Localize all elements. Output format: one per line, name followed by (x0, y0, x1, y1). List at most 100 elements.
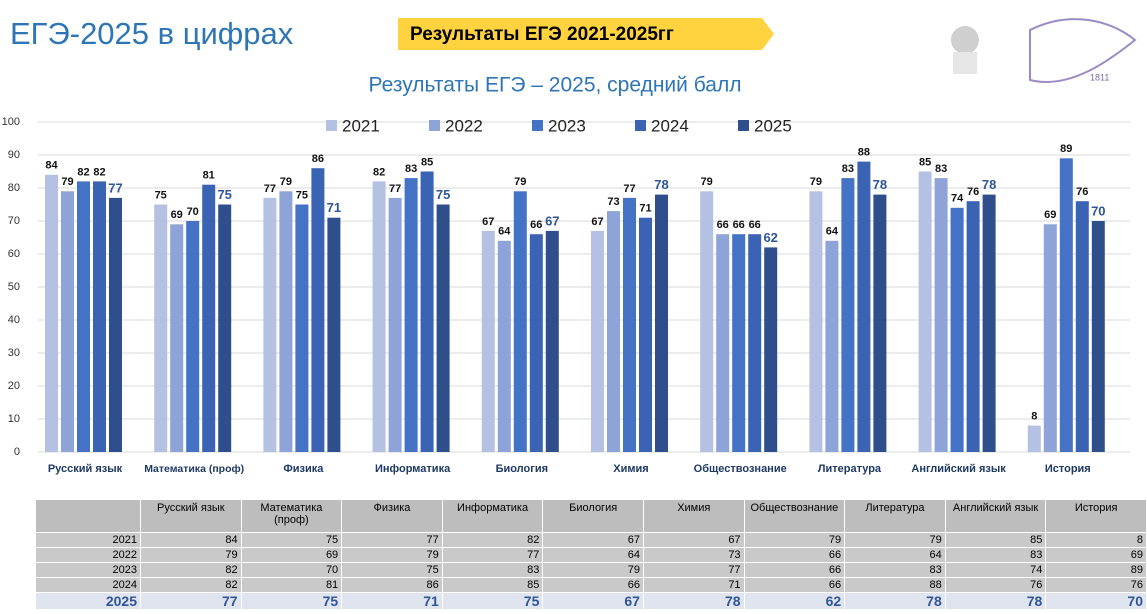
bar (388, 197, 402, 452)
value-label: 67 (591, 216, 603, 228)
table-header-cell: Литература (845, 500, 945, 532)
bar (202, 184, 216, 452)
table-header-cell: Русский язык (141, 500, 241, 532)
bar (481, 230, 495, 452)
bar (607, 211, 620, 452)
bar (825, 240, 839, 452)
table-header-cell: Обществознание (744, 500, 845, 532)
bar (154, 204, 168, 452)
table-cell: 69 (241, 548, 342, 562)
table-cell: 77 (442, 548, 543, 562)
table-cell: 83 (945, 548, 1046, 562)
legend-swatch (635, 120, 646, 131)
table-cell: 79 (543, 563, 643, 577)
y-tick-label: 100 (2, 116, 20, 128)
value-label: 79 (514, 176, 526, 188)
bar (809, 191, 823, 453)
value-label: 79 (61, 176, 73, 188)
x-tick-label: Обществознание (694, 463, 787, 475)
value-label: 82 (77, 166, 89, 178)
table-cell: 79 (845, 533, 945, 547)
x-tick-label: Английский язык (911, 463, 1006, 475)
legend-swatch (738, 120, 749, 131)
legend-label: 2024 (651, 116, 689, 135)
bar (327, 217, 341, 452)
table-row: 2021 84 75 77 82 67 67 79 79 85 8 (36, 533, 1146, 547)
bar (109, 197, 122, 452)
value-label: 75 (155, 189, 167, 201)
bar (934, 178, 948, 452)
table-cell: 73 (643, 548, 744, 562)
bar (263, 197, 277, 452)
table-cell: 79 (342, 548, 442, 562)
value-label: 85 (919, 156, 931, 168)
value-label: 67 (482, 216, 494, 228)
bar (218, 204, 232, 452)
bar (77, 181, 90, 452)
table-header-cell: Биология (543, 500, 643, 532)
value-label: 62 (763, 230, 777, 245)
table-cell: 75 (342, 563, 442, 577)
legend-label: 2022 (445, 116, 483, 135)
bar (420, 171, 434, 452)
bar (529, 234, 543, 452)
value-label: 75 (296, 189, 308, 201)
bar (1075, 201, 1089, 452)
table-cell: 66 (744, 578, 845, 592)
table-cell: 66 (744, 563, 845, 577)
logo-text: 1811 (1090, 72, 1109, 82)
table-header-row: Русский язык Математика (проф) Физика Инфор… (36, 500, 1146, 532)
legend-label: 2023 (548, 116, 586, 135)
table-cell: 86 (342, 578, 442, 592)
table-corner (36, 500, 140, 532)
y-tick-label: 0 (14, 446, 20, 458)
table-cell: 75 (442, 593, 543, 609)
value-label: 82 (373, 166, 385, 178)
table-header-cell: Химия (643, 500, 744, 532)
value-label: 84 (45, 160, 58, 172)
table-cell: 82 (141, 563, 241, 577)
table-cell: 69 (1046, 548, 1146, 562)
table-cell: 66 (744, 548, 845, 562)
bar (1059, 158, 1073, 453)
x-tick-label: Химия (613, 463, 648, 475)
slide-title: ЕГЭ-2025 в цифрах (10, 16, 294, 51)
bar (45, 174, 58, 453)
bar (404, 178, 418, 452)
y-tick-label: 90 (8, 149, 20, 161)
x-tick-label: Информатика (375, 463, 451, 475)
bar (545, 230, 559, 452)
y-tick-label: 50 (8, 281, 20, 293)
value-label: 85 (421, 156, 433, 168)
table-row: 2024 82 81 86 85 66 71 66 88 76 76 (36, 578, 1146, 592)
bar (732, 234, 746, 452)
table-cell: 77 (643, 563, 744, 577)
table-cell: 88 (845, 578, 945, 592)
logo: 1811 (951, 18, 1137, 83)
bar (655, 194, 668, 452)
value-label: 83 (405, 163, 417, 175)
y-tick-label: 30 (8, 347, 20, 359)
y-tick-label: 40 (8, 314, 20, 326)
table-cell: 83 (845, 563, 945, 577)
value-label: 64 (498, 226, 511, 238)
x-tick-label: История (1045, 463, 1091, 475)
x-tick-label: Физика (283, 463, 324, 475)
table-cell: 78 (643, 593, 744, 609)
value-label: 78 (654, 177, 668, 192)
table-cell: 85 (945, 533, 1046, 547)
bar (966, 201, 980, 452)
table-cell: 75 (241, 533, 342, 547)
table-row-label: 2023 (36, 563, 140, 577)
bar (170, 224, 184, 452)
value-label: 74 (951, 193, 964, 205)
table-row-label: 2021 (36, 533, 140, 547)
table-header-cell: История (1046, 500, 1146, 532)
bar (93, 181, 106, 452)
bar (372, 181, 386, 452)
bar (639, 217, 652, 452)
value-label: 83 (935, 163, 947, 175)
bar (311, 168, 325, 452)
table-header-cell: Физика (342, 500, 442, 532)
